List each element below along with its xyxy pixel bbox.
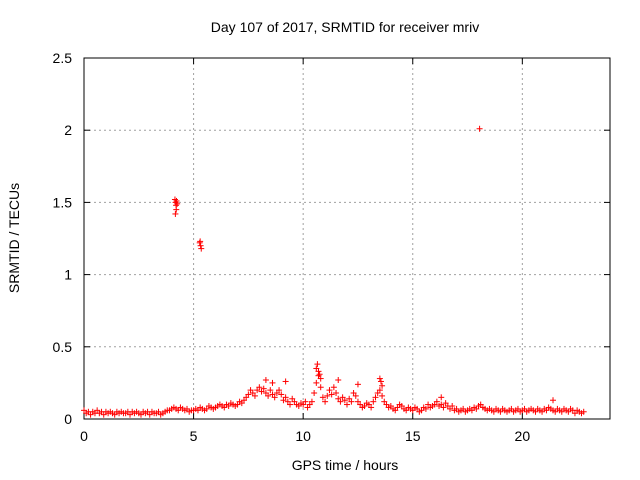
data-point (316, 371, 323, 378)
data-point (337, 398, 344, 405)
data-point (262, 377, 269, 384)
data-point (376, 375, 383, 382)
data-point (198, 245, 205, 252)
data-point (335, 377, 342, 384)
data-point (344, 401, 350, 408)
data-point (269, 379, 276, 386)
data-point (352, 392, 359, 399)
data-point (319, 394, 326, 401)
x-tick-labels: 0 5 10 15 20 (80, 428, 530, 444)
data-point (174, 200, 181, 207)
data-point (271, 394, 278, 401)
data-point (172, 210, 179, 217)
data-point (438, 394, 445, 401)
y-tick-labels: 0 0.5 1 1.5 2 2.5 (53, 50, 73, 427)
data-point (256, 384, 263, 391)
data-point (354, 381, 361, 388)
data-point (314, 361, 321, 368)
y-tick-label: 2.5 (53, 50, 73, 66)
data-point (376, 387, 383, 394)
data-point (326, 387, 333, 394)
data-point (276, 387, 283, 394)
data-point (173, 206, 180, 213)
data-point (308, 398, 315, 405)
data-point (282, 378, 289, 385)
data-point (173, 197, 180, 204)
data-series-srmtid (81, 125, 587, 418)
data-point (315, 368, 322, 375)
data-point (440, 404, 447, 411)
data-point (265, 392, 272, 399)
data-point (311, 390, 318, 397)
x-gridlines (193, 58, 523, 419)
data-point (287, 401, 294, 408)
data-point (372, 394, 379, 401)
data-point (267, 387, 274, 394)
x-tick-label: 5 (190, 428, 198, 444)
data-point (330, 384, 337, 391)
data-point (449, 403, 456, 410)
data-point (328, 391, 335, 398)
data-point (317, 384, 324, 391)
data-point (245, 391, 252, 398)
y-tick-label: 2 (64, 122, 72, 138)
data-point (433, 398, 440, 405)
data-point (260, 385, 267, 392)
data-point (377, 378, 384, 385)
data-point (313, 379, 320, 386)
data-point (196, 239, 203, 246)
y-tick-label: 0.5 (53, 339, 73, 355)
data-point (341, 397, 348, 404)
axis-ticks (83, 57, 610, 420)
x-tick-label: 15 (405, 428, 421, 444)
chart-title: Day 107 of 2017, SRMTID for receiver mri… (211, 19, 479, 35)
data-point (322, 398, 329, 405)
x-tick-label: 10 (295, 428, 311, 444)
x-tick-label: 0 (80, 428, 88, 444)
data-point (379, 392, 386, 399)
data-point (302, 398, 309, 405)
data-point (422, 405, 429, 412)
data-point (333, 390, 340, 397)
y-tick-label: 1.5 (53, 194, 73, 210)
data-point (282, 394, 289, 401)
data-point (379, 382, 386, 389)
y-tick-label: 0 (64, 411, 72, 427)
data-point (197, 242, 204, 249)
plot-frame (83, 57, 611, 420)
x-axis-label: GPS time / hours (292, 457, 399, 473)
y-tick-label: 1 (64, 267, 72, 283)
data-point (476, 125, 483, 132)
x-tick-label: 20 (515, 428, 531, 444)
data-point (368, 404, 375, 411)
data-point (278, 391, 285, 398)
data-point (370, 398, 377, 405)
data-point (580, 408, 587, 415)
data-point (324, 392, 331, 399)
y-gridlines (84, 129, 610, 348)
y-axis-label: SRMTID / TECUs (6, 183, 22, 293)
data-point (251, 392, 258, 399)
data-point (348, 398, 355, 405)
data-point (317, 375, 324, 382)
data-point (550, 397, 557, 404)
